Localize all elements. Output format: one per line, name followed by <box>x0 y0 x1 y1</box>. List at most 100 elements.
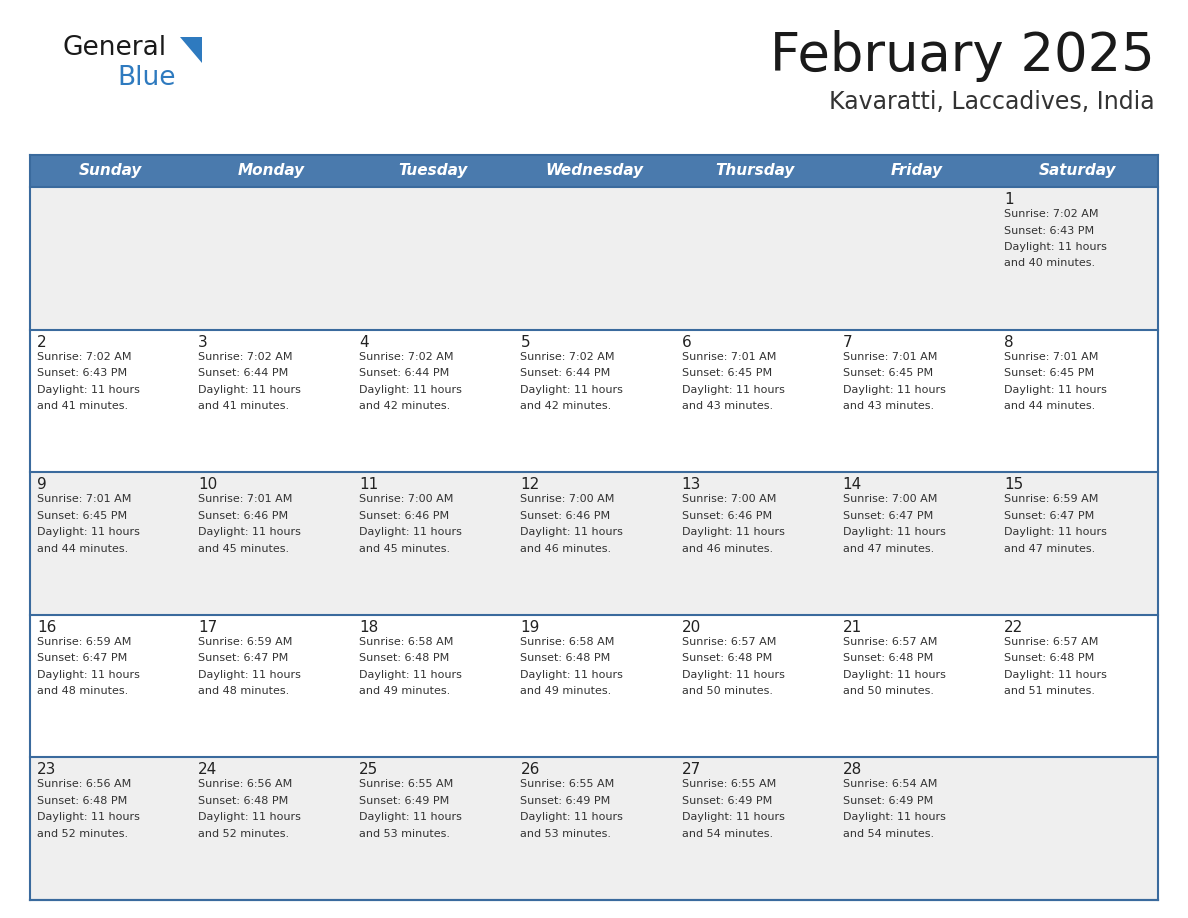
Text: Sunrise: 7:01 AM: Sunrise: 7:01 AM <box>37 494 132 504</box>
Text: Sunrise: 7:01 AM: Sunrise: 7:01 AM <box>1004 352 1098 362</box>
Text: Daylight: 11 hours: Daylight: 11 hours <box>359 812 462 823</box>
Text: and 44 minutes.: and 44 minutes. <box>1004 401 1095 411</box>
Text: Daylight: 11 hours: Daylight: 11 hours <box>842 670 946 680</box>
Bar <box>30 757 191 900</box>
Text: Daylight: 11 hours: Daylight: 11 hours <box>198 812 301 823</box>
Text: Monday: Monday <box>238 163 305 178</box>
Text: Saturday: Saturday <box>1038 163 1117 178</box>
Text: and 49 minutes.: and 49 minutes. <box>520 687 612 696</box>
Text: 7: 7 <box>842 334 852 350</box>
Text: Sunrise: 6:59 AM: Sunrise: 6:59 AM <box>198 637 292 647</box>
Text: and 50 minutes.: and 50 minutes. <box>842 687 934 696</box>
Bar <box>353 187 513 330</box>
Text: 1: 1 <box>1004 192 1013 207</box>
Bar <box>997 330 1158 472</box>
Text: 4: 4 <box>359 334 369 350</box>
Text: Sunset: 6:48 PM: Sunset: 6:48 PM <box>682 654 772 664</box>
Text: Daylight: 11 hours: Daylight: 11 hours <box>520 812 624 823</box>
Text: Sunrise: 7:00 AM: Sunrise: 7:00 AM <box>682 494 776 504</box>
Text: Sunset: 6:49 PM: Sunset: 6:49 PM <box>520 796 611 806</box>
Text: Daylight: 11 hours: Daylight: 11 hours <box>520 385 624 395</box>
Text: Sunrise: 6:57 AM: Sunrise: 6:57 AM <box>1004 637 1098 647</box>
Text: 15: 15 <box>1004 477 1023 492</box>
Text: 21: 21 <box>842 620 862 635</box>
Bar <box>191 757 353 900</box>
Text: Daylight: 11 hours: Daylight: 11 hours <box>842 812 946 823</box>
Bar <box>191 330 353 472</box>
Text: Daylight: 11 hours: Daylight: 11 hours <box>37 527 140 537</box>
Text: and 41 minutes.: and 41 minutes. <box>37 401 128 411</box>
Text: 10: 10 <box>198 477 217 492</box>
Bar <box>513 187 675 330</box>
Bar <box>835 187 997 330</box>
Text: Sunset: 6:48 PM: Sunset: 6:48 PM <box>520 654 611 664</box>
Text: Sunrise: 7:02 AM: Sunrise: 7:02 AM <box>1004 209 1099 219</box>
Text: Sunset: 6:44 PM: Sunset: 6:44 PM <box>520 368 611 378</box>
Bar <box>353 472 513 615</box>
Text: and 43 minutes.: and 43 minutes. <box>842 401 934 411</box>
Text: 5: 5 <box>520 334 530 350</box>
Text: 25: 25 <box>359 763 379 778</box>
Text: Daylight: 11 hours: Daylight: 11 hours <box>520 527 624 537</box>
Text: and 51 minutes.: and 51 minutes. <box>1004 687 1095 696</box>
Text: and 42 minutes.: and 42 minutes. <box>359 401 450 411</box>
Text: and 50 minutes.: and 50 minutes. <box>682 687 772 696</box>
Text: Sunset: 6:45 PM: Sunset: 6:45 PM <box>1004 368 1094 378</box>
Text: Sunrise: 6:56 AM: Sunrise: 6:56 AM <box>37 779 131 789</box>
Bar <box>30 472 191 615</box>
Text: 14: 14 <box>842 477 862 492</box>
Text: Sunset: 6:43 PM: Sunset: 6:43 PM <box>1004 226 1094 236</box>
Text: 2: 2 <box>37 334 46 350</box>
Bar <box>997 615 1158 757</box>
Text: Daylight: 11 hours: Daylight: 11 hours <box>37 812 140 823</box>
Text: Daylight: 11 hours: Daylight: 11 hours <box>842 385 946 395</box>
Bar <box>675 757 835 900</box>
Text: 27: 27 <box>682 763 701 778</box>
Text: Sunset: 6:45 PM: Sunset: 6:45 PM <box>682 368 772 378</box>
Bar <box>513 757 675 900</box>
Text: and 52 minutes.: and 52 minutes. <box>198 829 289 839</box>
Text: Sunset: 6:47 PM: Sunset: 6:47 PM <box>198 654 289 664</box>
Bar <box>835 615 997 757</box>
Bar <box>513 615 675 757</box>
Bar <box>30 155 1158 187</box>
Text: Daylight: 11 hours: Daylight: 11 hours <box>359 527 462 537</box>
Text: Sunrise: 7:00 AM: Sunrise: 7:00 AM <box>520 494 615 504</box>
Text: Sunset: 6:48 PM: Sunset: 6:48 PM <box>359 654 449 664</box>
Text: Blue: Blue <box>116 65 176 91</box>
Text: 23: 23 <box>37 763 56 778</box>
Text: Sunrise: 6:54 AM: Sunrise: 6:54 AM <box>842 779 937 789</box>
Text: Daylight: 11 hours: Daylight: 11 hours <box>37 385 140 395</box>
Text: and 53 minutes.: and 53 minutes. <box>520 829 612 839</box>
Bar <box>835 757 997 900</box>
Text: Sunset: 6:49 PM: Sunset: 6:49 PM <box>842 796 933 806</box>
Text: Daylight: 11 hours: Daylight: 11 hours <box>682 670 784 680</box>
Text: Sunrise: 6:59 AM: Sunrise: 6:59 AM <box>37 637 132 647</box>
Text: and 47 minutes.: and 47 minutes. <box>1004 543 1095 554</box>
Text: Sunset: 6:44 PM: Sunset: 6:44 PM <box>359 368 449 378</box>
Text: Sunrise: 6:57 AM: Sunrise: 6:57 AM <box>842 637 937 647</box>
Text: Sunrise: 7:02 AM: Sunrise: 7:02 AM <box>359 352 454 362</box>
Text: Sunrise: 7:00 AM: Sunrise: 7:00 AM <box>359 494 454 504</box>
Bar <box>997 757 1158 900</box>
Text: Friday: Friday <box>890 163 942 178</box>
Text: and 53 minutes.: and 53 minutes. <box>359 829 450 839</box>
Bar <box>353 757 513 900</box>
Bar <box>191 472 353 615</box>
Text: Sunrise: 6:57 AM: Sunrise: 6:57 AM <box>682 637 776 647</box>
Text: 12: 12 <box>520 477 539 492</box>
Bar <box>30 187 191 330</box>
Bar <box>30 330 191 472</box>
Text: and 54 minutes.: and 54 minutes. <box>842 829 934 839</box>
Text: and 41 minutes.: and 41 minutes. <box>198 401 289 411</box>
Bar <box>513 472 675 615</box>
Text: 11: 11 <box>359 477 379 492</box>
Text: Daylight: 11 hours: Daylight: 11 hours <box>198 670 301 680</box>
Bar <box>675 615 835 757</box>
Polygon shape <box>181 37 202 63</box>
Text: and 48 minutes.: and 48 minutes. <box>198 687 290 696</box>
Text: Daylight: 11 hours: Daylight: 11 hours <box>359 670 462 680</box>
Text: Sunset: 6:48 PM: Sunset: 6:48 PM <box>842 654 933 664</box>
Text: Thursday: Thursday <box>715 163 795 178</box>
Bar <box>353 330 513 472</box>
